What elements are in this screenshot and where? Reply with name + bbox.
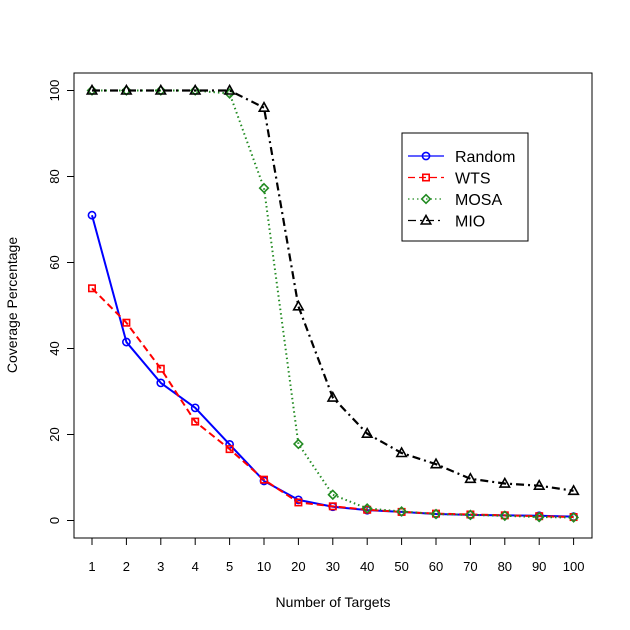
data-point — [120, 83, 133, 95]
x-tick-label: 5 — [226, 559, 233, 574]
data-point — [568, 512, 580, 523]
legend-marker — [419, 213, 433, 225]
data-point — [292, 438, 304, 450]
data-point — [533, 511, 545, 523]
y-axis-title: Coverage Percentage — [4, 237, 20, 373]
data-point — [85, 83, 99, 95]
data-point — [395, 446, 408, 458]
x-tick-label: 80 — [498, 559, 512, 574]
series-mio — [85, 83, 580, 496]
data-point — [429, 457, 443, 469]
y-tick-label: 60 — [47, 255, 62, 269]
data-point — [87, 210, 97, 220]
data-point — [88, 284, 97, 293]
data-point — [361, 503, 373, 514]
series-line — [92, 89, 574, 519]
data-point — [326, 390, 339, 402]
data-point — [327, 489, 339, 501]
data-point — [156, 364, 165, 373]
data-point — [328, 502, 337, 511]
series-wts — [88, 284, 578, 522]
legend-marker — [420, 193, 432, 205]
x-tick-label: 1 — [88, 559, 95, 574]
x-tick-label: 30 — [326, 559, 340, 574]
data-point — [122, 337, 131, 347]
y-tick-label: 100 — [47, 80, 62, 102]
x-tick-label: 3 — [157, 559, 164, 574]
y-tick-label: 0 — [47, 517, 62, 524]
x-tick-label: 90 — [532, 559, 546, 574]
y-axis: 0 20 40 60 80 100 — [47, 80, 75, 524]
data-point — [259, 475, 268, 484]
legend-label: MOSA — [455, 192, 502, 209]
data-point — [498, 476, 511, 488]
x-tick-label: 40 — [360, 559, 374, 574]
x-tick-label: 20 — [291, 559, 305, 574]
data-point — [292, 299, 305, 311]
data-point — [430, 508, 442, 520]
data-point — [189, 83, 202, 95]
series-layer — [85, 83, 580, 523]
data-point — [225, 445, 234, 454]
data-point — [154, 83, 167, 95]
data-point — [191, 417, 200, 426]
legend-marker — [421, 151, 431, 161]
legend-label: Random — [455, 149, 515, 166]
data-point — [499, 510, 511, 522]
data-point — [294, 498, 303, 507]
legend-label: WTS — [455, 171, 491, 188]
legend-label: MIO — [455, 214, 485, 231]
y-tick-label: 80 — [47, 169, 62, 183]
data-point — [533, 479, 546, 490]
data-point — [257, 101, 271, 112]
data-point — [223, 83, 236, 95]
legend-marker — [421, 173, 430, 182]
legend: Random WTS MOSA MIO — [401, 132, 529, 242]
data-point — [361, 427, 374, 438]
y-tick-label: 20 — [47, 427, 62, 441]
series-line — [92, 89, 574, 492]
data-point — [190, 403, 200, 413]
data-point — [567, 484, 580, 496]
x-tick-label: 60 — [429, 559, 443, 574]
data-point — [396, 506, 408, 517]
data-point — [122, 318, 131, 327]
x-tick-label: 2 — [123, 559, 130, 574]
data-point — [258, 182, 270, 194]
x-tick-label: 10 — [257, 559, 271, 574]
y-tick-label: 40 — [47, 341, 62, 355]
legend-box — [401, 132, 529, 242]
x-tick-label: 4 — [192, 559, 199, 574]
x-tick-label: 50 — [394, 559, 408, 574]
x-tick-label: 70 — [463, 559, 477, 574]
x-tick-label: 100 — [563, 559, 585, 574]
data-point — [156, 378, 166, 388]
data-point — [464, 509, 476, 521]
x-axis-title: Number of Targets — [276, 594, 391, 610]
data-point — [464, 472, 477, 484]
x-axis: 1 2 3 4 5 10 20 30 40 50 60 70 80 90 100 — [88, 537, 585, 574]
